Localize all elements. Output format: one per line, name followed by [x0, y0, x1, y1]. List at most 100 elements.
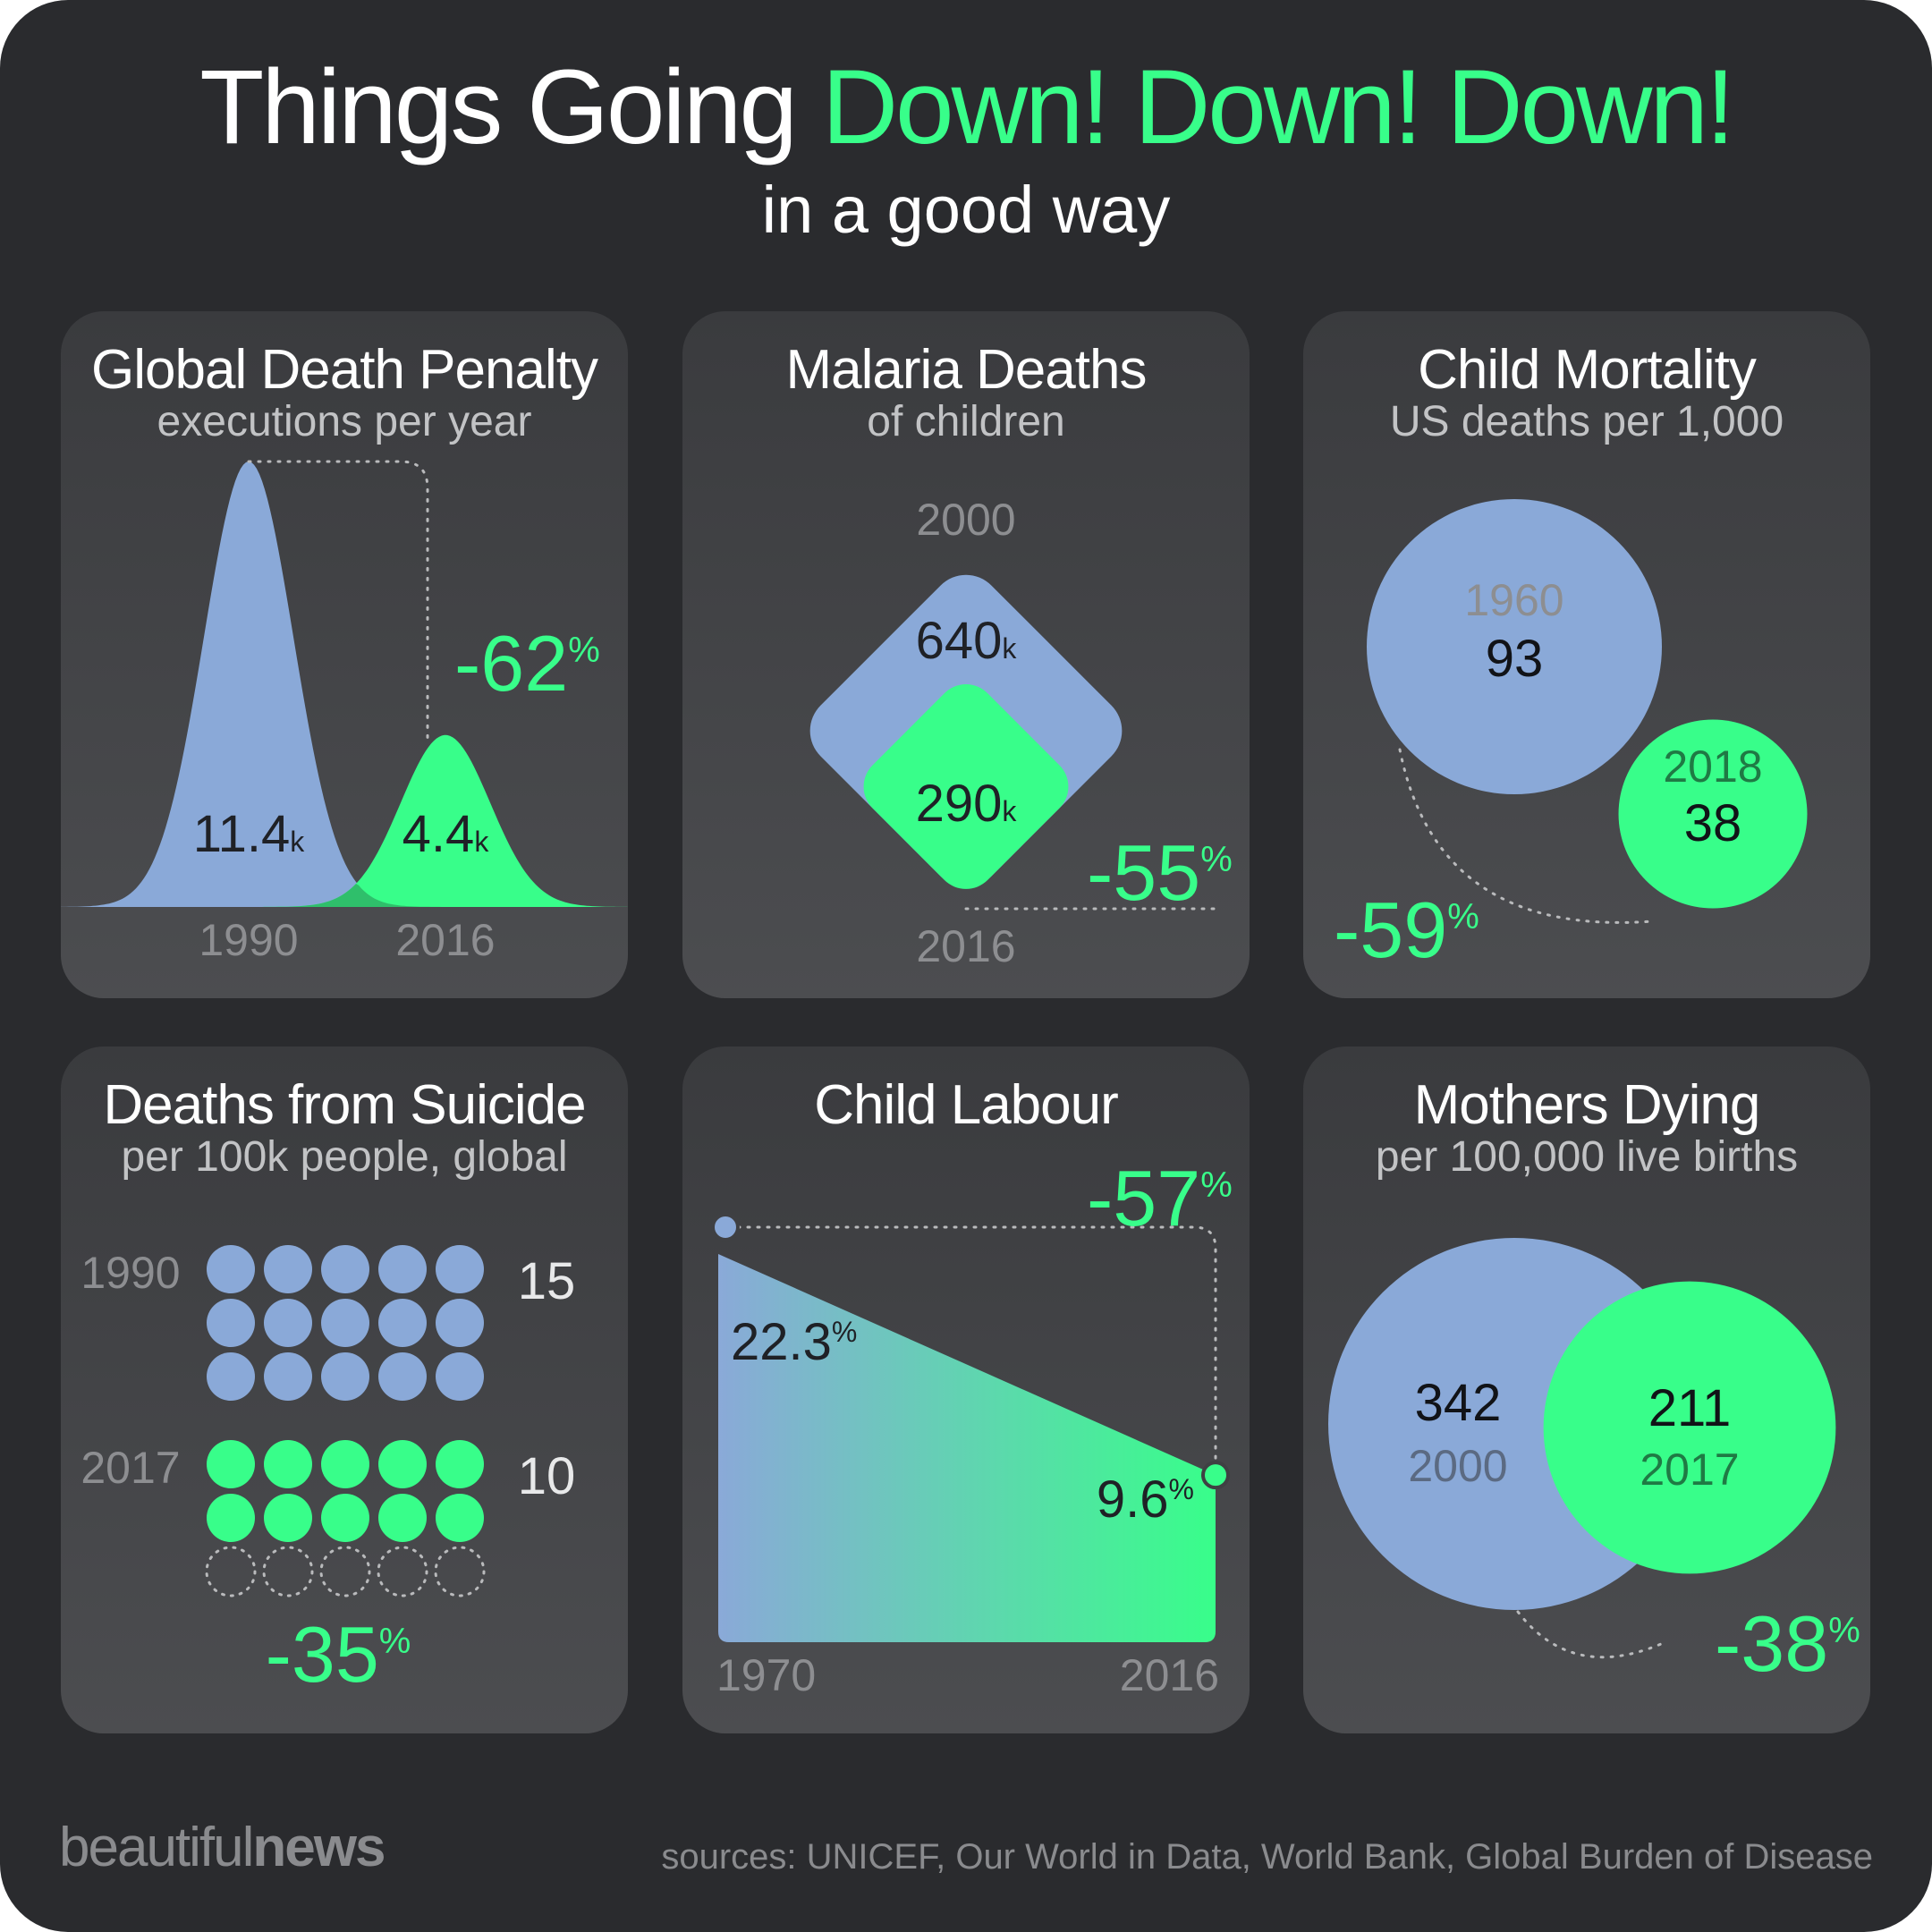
panel-title: Malaria Deaths [785, 339, 1148, 401]
change-label: -55% [1087, 828, 1233, 917]
panel-subtitle: per 100,000 live births [1375, 1133, 1799, 1181]
dot-1990-dot [264, 1352, 312, 1401]
dot-2017-dot [378, 1440, 427, 1488]
year-label-1960: 1960 [1464, 575, 1563, 625]
value-label-2000: 342 [1415, 1374, 1502, 1432]
year-label-2017: 2017 [1640, 1445, 1739, 1495]
dot-2017-dot [264, 1440, 312, 1488]
dot-1990-dot [207, 1299, 255, 1347]
value-label-2016: 9.6% [1097, 1470, 1194, 1529]
child-labour-chart: 22.3% 9.6% 1970 2016 -57% [711, 1154, 1233, 1700]
dot-2017-dot [207, 1494, 255, 1542]
value-label-2017: 211 [1648, 1379, 1731, 1437]
change-connector [716, 1225, 1217, 1477]
dot-2017-dot [436, 1440, 484, 1488]
page-title: Things Going Down! Down! Down! [0, 47, 1932, 168]
year-label-1970: 1970 [716, 1650, 816, 1700]
title-prefix: Things Going [199, 48, 822, 166]
panel-subtitle: executions per year [157, 398, 532, 445]
dot-1990-dot [264, 1245, 312, 1293]
missing-dot [377, 1546, 428, 1597]
panel-child-mortality: Child Mortality US deaths per 1,000 1960… [1303, 311, 1870, 998]
value-label-1960: 93 [1486, 630, 1544, 688]
brand-logo: beautifulnews [59, 1816, 386, 1879]
year-label-2016: 2016 [1120, 1650, 1219, 1700]
year-label-2000: 2000 [916, 495, 1015, 545]
circle-2018 [1618, 719, 1808, 909]
change-connector [1516, 1610, 1663, 1659]
missing-dot [434, 1546, 486, 1597]
page-subtitle: in a good way [761, 173, 1171, 247]
dot-1990-dot [436, 1299, 484, 1347]
area-overlap [61, 884, 628, 907]
panel-suicide: Deaths from Suicide per 100k people, glo… [61, 1046, 628, 1733]
change-label: -57% [1087, 1154, 1233, 1242]
brand-light: beautiful [59, 1817, 254, 1878]
brand-bold: news [252, 1817, 386, 1878]
area-1990 [61, 462, 628, 907]
labour-area [718, 1254, 1216, 1642]
suicide-chart: 1990 2017 15 10 -35% [80, 1245, 576, 1699]
dot-2017-dot [207, 1440, 255, 1488]
dot-1990-dot [264, 1299, 312, 1347]
dot-1990-dot [321, 1299, 369, 1347]
year-label-2017: 2017 [80, 1443, 180, 1493]
change-connector [1398, 748, 1654, 924]
area-2016 [61, 734, 628, 907]
missing-dot [262, 1546, 314, 1597]
death-penalty-chart: 11.4k 4.4k 1990 2016 -62% [61, 460, 628, 965]
dot-2017-dot [321, 1494, 369, 1542]
circle-1960 [1367, 499, 1662, 794]
dot-1990-dot [207, 1352, 255, 1401]
value-label-2017: 10 [518, 1447, 576, 1505]
year-label-2016: 2016 [395, 915, 495, 965]
dot-1990-dot [378, 1245, 427, 1293]
dot-1990-dot [436, 1352, 484, 1401]
malaria-chart: 2000 640k 290k 2016 -55% [809, 495, 1233, 971]
dot-2017-dot [378, 1494, 427, 1542]
missing-dot [205, 1546, 257, 1597]
year-label-1990: 1990 [80, 1248, 180, 1298]
value-label-2016: 290k [916, 775, 1018, 833]
diamond-2016 [863, 684, 1069, 889]
value-label-1990: 15 [518, 1252, 576, 1310]
year-label-2018: 2018 [1663, 741, 1762, 792]
dot-2017-dot [436, 1494, 484, 1542]
year-label-2016: 2016 [916, 921, 1015, 971]
dot-1990-dot [321, 1245, 369, 1293]
panel-subtitle: of children [867, 398, 1065, 445]
panel-title: Global Death Penalty [91, 339, 598, 401]
panel-death-penalty: Global Death Penalty executions per year… [61, 311, 628, 998]
value-label-1990: 11.4k [193, 805, 306, 863]
title-highlight: Down! Down! Down! [821, 48, 1735, 166]
change-label: -38% [1715, 1599, 1860, 1688]
dot-1990-dot [321, 1352, 369, 1401]
change-label: -62% [454, 619, 600, 708]
dot-2017-dot [321, 1440, 369, 1488]
value-label-1970: 22.3% [731, 1313, 857, 1371]
point-1970 [711, 1213, 740, 1241]
year-label-1990: 1990 [199, 915, 298, 965]
dot-2017-dot [264, 1494, 312, 1542]
change-label: -35% [266, 1610, 411, 1699]
missing-dot [319, 1546, 371, 1597]
panel-subtitle: US deaths per 1,000 [1389, 398, 1784, 445]
panel-subtitle: per 100k people, global [121, 1133, 568, 1181]
change-label: -59% [1334, 886, 1479, 974]
value-label-2016: 4.4k [402, 805, 490, 863]
child-mortality-chart: 1960 93 2018 38 -59% [1334, 499, 1808, 974]
panel-malaria: Malaria Deaths of children 2000 640k 290… [682, 311, 1250, 998]
dot-1990-dot [378, 1352, 427, 1401]
dot-1990-dot [378, 1299, 427, 1347]
value-label-2000: 640k [916, 612, 1018, 670]
sources-text: sources: UNICEF, Our World in Data, Worl… [661, 1837, 1873, 1877]
panel-title: Child Mortality [1418, 339, 1757, 401]
panel-child-labour: Child Labour 22.3% 9.6% 1970 2016 -57% [682, 1046, 1250, 1733]
panel-title: Deaths from Suicide [103, 1074, 586, 1136]
dot-1990-dot [436, 1245, 484, 1293]
dot-1990-dot [207, 1245, 255, 1293]
panel-title: Child Labour [814, 1074, 1119, 1136]
panel-mothers-dying: Mothers Dying per 100,000 live births 34… [1303, 1046, 1870, 1733]
mothers-dying-chart: 342 2000 211 2017 -38% [1328, 1238, 1860, 1688]
